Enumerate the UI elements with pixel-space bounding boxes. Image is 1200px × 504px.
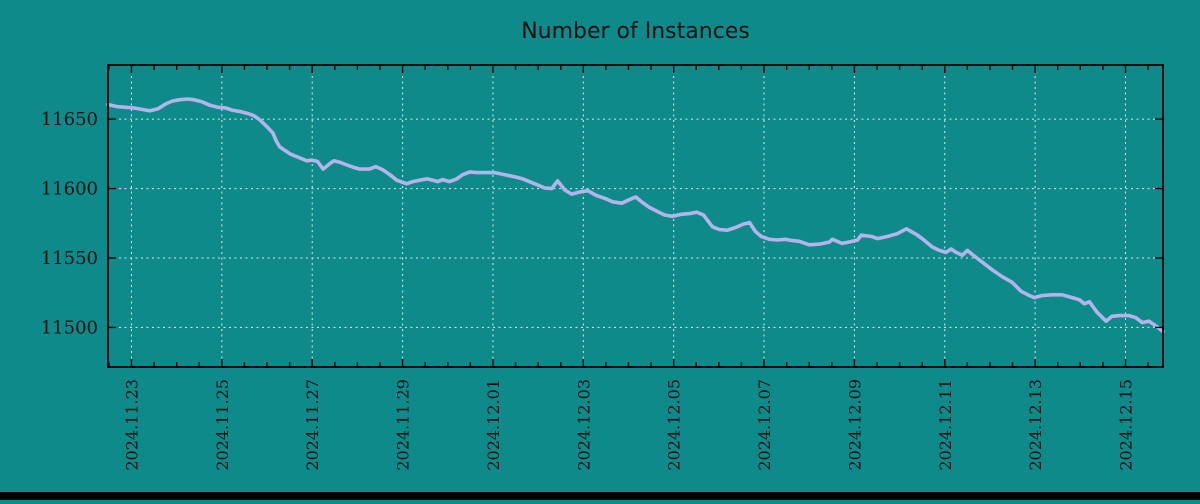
chart-title: Number of Instances	[521, 19, 750, 44]
x-tick-label: 2024.12.13	[1026, 379, 1045, 471]
y-tick-label: 11650	[41, 109, 98, 130]
x-tick-label: 2024.12.15	[1116, 379, 1135, 471]
x-tick-label: 2024.12.01	[484, 379, 503, 471]
y-tick-label: 11600	[41, 179, 98, 200]
data-series-line	[106, 97, 1165, 334]
y-tick-label: 11550	[41, 248, 98, 269]
x-tick-label: 2024.12.07	[755, 379, 774, 471]
x-tick-label: 2024.11.29	[394, 379, 413, 471]
bottom-bar	[0, 492, 1200, 500]
x-tick-label: 2024.11.27	[303, 379, 322, 471]
x-tick-label: 2024.12.11	[936, 379, 955, 471]
x-tick-label: 2024.12.09	[845, 379, 864, 471]
x-tick-label: 2024.11.25	[213, 379, 232, 471]
x-tick-label: 2024.12.05	[665, 379, 684, 471]
plot-border	[107, 64, 1164, 368]
x-tick-label: 2024.12.03	[574, 379, 593, 471]
x-tick-label: 2024.11.23	[122, 379, 141, 471]
y-tick-label: 11500	[41, 317, 98, 338]
